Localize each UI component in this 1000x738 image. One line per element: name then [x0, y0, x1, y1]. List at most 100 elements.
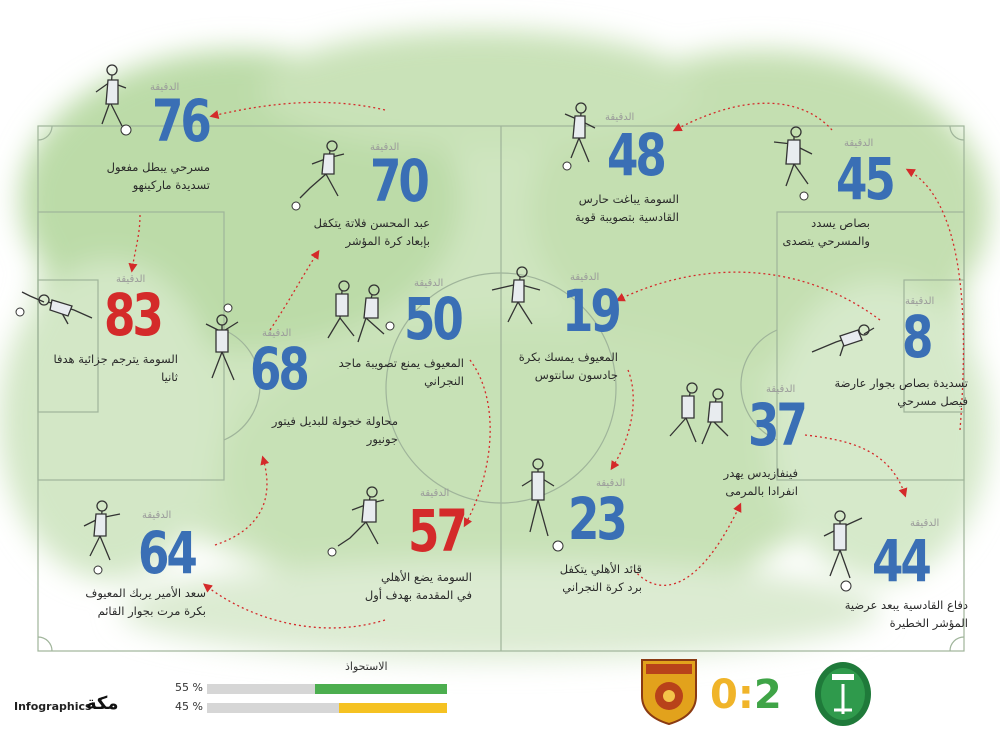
desc-line-2: النجراني — [424, 374, 464, 388]
player-striker-icon — [562, 102, 596, 171]
player-keeper-icon — [95, 64, 132, 136]
event-description: السومة يباغت حارس القادسية بتصويبة قوية — [529, 190, 679, 226]
desc-line-1: المعيوف يمنع تصويبة ماجد — [338, 356, 464, 370]
possession-percent: 55 % — [175, 681, 203, 694]
event-description: تسديدة بصاص بجوار عارضة فيصل مسرحي — [798, 374, 968, 410]
desc-line-1: محاولة خجولة للبديل فيتور — [271, 414, 398, 428]
desc-line-2: بإبعاد كرة المؤشر — [345, 234, 430, 248]
desc-line-1: المعيوف يمسك بكرة — [518, 350, 618, 364]
player-diving-keeper-icon — [15, 291, 93, 325]
arrow-50-to-57 — [463, 359, 491, 528]
player-diving-save-icon — [811, 324, 875, 357]
possession-row-qadsiah: 45 % — [175, 700, 450, 716]
desc-line-1: عبد المحسن فلاتة يتكفل — [313, 216, 430, 230]
event-19: الدقيقة 19 المعيوف يمسك بكرة جادسون سانت… — [484, 262, 714, 382]
possession-track — [207, 684, 447, 694]
desc-line-2: فيصل مسرحي — [897, 394, 968, 408]
minute-number: 70 — [370, 147, 430, 215]
minute-label: الدقيقة — [142, 510, 172, 521]
minute-number: 37 — [748, 391, 808, 459]
players-tackle-icon — [327, 280, 395, 343]
event-45: الدقيقة 45 بصاص يسدد والمسرحي يتصدى — [760, 120, 990, 248]
event-8: الدقيقة 8 تسديدة بصاص بجوار عارضة فيصل م… — [760, 290, 990, 410]
player-shooting-icon — [773, 126, 813, 201]
player-header-icon — [205, 303, 239, 381]
event-44: الدقيقة 44 دفاع القادسية يبعد عرضية المؤ… — [760, 506, 990, 630]
minute-number: 48 — [607, 121, 667, 189]
minute-number: 68 — [250, 335, 310, 403]
minute-number: 8 — [902, 303, 934, 371]
desc-line-2: برد كرة النجراني — [562, 580, 642, 594]
minute-label: الدقيقة — [605, 112, 635, 123]
minute-number: 45 — [836, 145, 896, 213]
desc-line-1: السومة يضع الأهلي — [380, 570, 472, 584]
desc-line-2: في المقدمة بهدف أول — [364, 588, 472, 602]
possession-percent: 45 % — [175, 700, 203, 713]
possession-title: الاستحواذ — [345, 660, 388, 673]
timeline-arrows — [128, 101, 965, 629]
arrow-19-to-23 — [610, 369, 634, 471]
arrow-76-to-83 — [128, 214, 141, 273]
desc-line-1: مسرحي يبطل مفعول — [106, 160, 210, 174]
desc-line-2: جونيور — [366, 432, 398, 446]
score-ahli: 2 — [753, 672, 782, 718]
desc-line-2: القادسية بتصويبة قوية — [575, 210, 679, 224]
minute-label: الدقيقة — [905, 296, 935, 307]
event-48: الدقيقة 48 السومة يباغت حارس القادسية بت… — [555, 100, 785, 224]
minute-number: 64 — [138, 519, 198, 587]
score: 0:2 — [710, 672, 782, 718]
desc-line-1: السومة يباغت حارس — [578, 192, 679, 206]
event-50: الدقيقة 50 المعيوف يمنع تصويبة ماجد النج… — [318, 272, 548, 392]
minute-number: 19 — [562, 277, 622, 345]
minute-number: 23 — [568, 485, 628, 553]
desc-line-1: تسديدة بصاص بجوار عارضة — [834, 376, 968, 390]
desc-line-2: انفرادا بالمرمى — [725, 484, 798, 498]
event-description: قائد الأهلي يتكفل برد كرة النجراني — [492, 560, 642, 596]
minute-label: الدقيقة — [844, 138, 874, 149]
qadsiah-crest-icon — [641, 659, 697, 726]
event-37: الدقيقة 37 فينفازيدس يهدر انفرادا بالمرم… — [656, 378, 886, 498]
minute-label: الدقيقة — [414, 278, 444, 289]
event-70: الدقيقة 70 عبد المحسن فلاتة يتكفل بإبعاد… — [290, 138, 520, 258]
possession-fill-yellow — [339, 703, 447, 713]
score-qadsiah: 0 — [710, 672, 738, 718]
arrow-70-to-76 — [209, 101, 386, 119]
desc-line-2: تسديدة ماركينهو — [132, 178, 210, 192]
desc-line-1: دفاع القادسية يبعد عرضية — [844, 598, 968, 612]
arrow-8-to-19 — [615, 271, 881, 321]
event-description: دفاع القادسية يبعد عرضية المؤشر الخطيرة — [778, 596, 968, 632]
minute-number: 76 — [152, 87, 212, 155]
desc-line-2: والمسرحي يتصدى — [782, 234, 870, 248]
player-defender-icon — [521, 458, 564, 552]
event-description: المعيوف يمنع تصويبة ماجد النجراني — [294, 354, 464, 390]
desc-line-2: بكرة مرت بجوار القائم — [97, 604, 206, 618]
event-23: الدقيقة 23 قائد الأهلي يتكفل برد كرة الن… — [512, 456, 742, 594]
player-dribble-icon — [83, 500, 121, 575]
desc-line-1: بصاص يسدد — [811, 216, 870, 230]
event-description: المعيوف يمسك بكرة جادسون سانتوس — [468, 348, 618, 384]
event-83: الدقيقة 83 السومة يترجم جزائية هدفا ثاني… — [14, 268, 244, 388]
possession-track — [207, 703, 447, 713]
event-description: بصاص يسدد والمسرحي يتصدى — [750, 214, 870, 250]
desc-line-2: ثانيا — [161, 370, 178, 384]
desc-line-2: المؤشر الخطيرة — [889, 616, 968, 630]
minute-label: الدقيقة — [910, 518, 940, 529]
minute-label: الدقيقة — [570, 272, 600, 283]
minute-number: 50 — [404, 285, 464, 353]
event-description: السومة يترجم جزائية هدفا ثانيا — [8, 350, 178, 386]
event-description: فينفازيدس يهدر انفرادا بالمرمى — [648, 464, 798, 500]
minute-label: الدقيقة — [596, 478, 626, 489]
score-separator: : — [737, 672, 754, 718]
possession-fill-green — [315, 684, 447, 694]
event-description: محاولة خجولة للبديل فيتور جونيور — [218, 412, 398, 448]
infographics-label: Infographics — [14, 700, 92, 713]
minute-label: الدقيقة — [150, 82, 180, 93]
event-description: عبد المحسن فلاتة يتكفل بإبعاد كرة المؤشر — [270, 214, 430, 250]
player-kicking-icon — [291, 140, 345, 211]
minute-label: الدقيقة — [766, 384, 796, 395]
arrow-68-to-70 — [269, 249, 320, 331]
minute-label: الدقيقة — [370, 142, 400, 153]
minute-label: الدقيقة — [116, 274, 146, 285]
players-one-on-one-icon — [669, 382, 729, 445]
event-description: سعد الأمير يربك المعيوف بكرة مرت بجوار ا… — [36, 584, 206, 620]
